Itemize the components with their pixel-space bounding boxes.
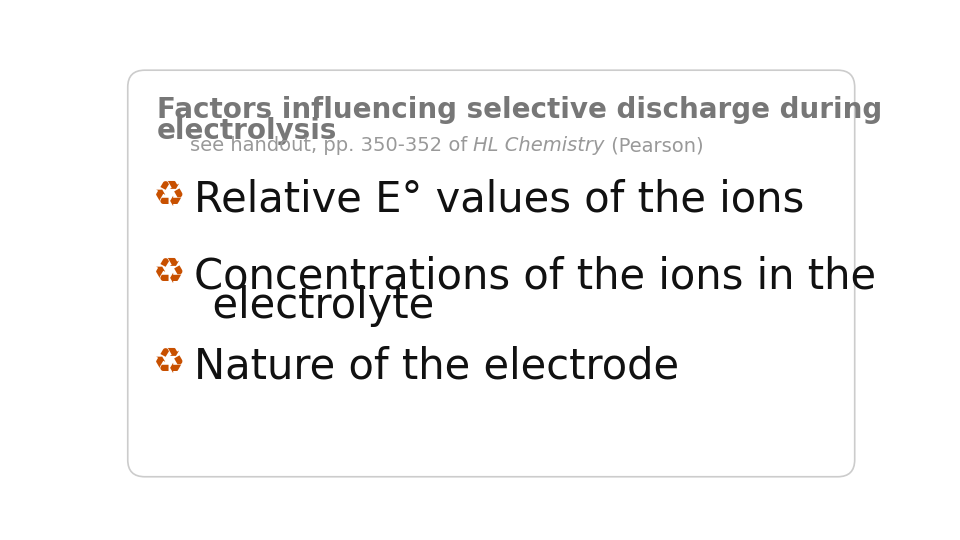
FancyBboxPatch shape	[128, 70, 854, 477]
Text: ♻: ♻	[153, 256, 185, 290]
Text: HL Chemistry: HL Chemistry	[473, 137, 605, 156]
Text: Nature of the electrode: Nature of the electrode	[194, 346, 679, 388]
Text: ♻: ♻	[153, 346, 185, 380]
Text: Relative E° values of the ions: Relative E° values of the ions	[194, 179, 804, 221]
Text: Concentrations of the ions in the: Concentrations of the ions in the	[194, 256, 876, 298]
Text: (Pearson): (Pearson)	[605, 137, 704, 156]
Text: see handout, pp. 350-352 of: see handout, pp. 350-352 of	[190, 137, 473, 156]
Text: electrolysis: electrolysis	[157, 117, 338, 145]
Text: Factors influencing selective discharge during: Factors influencing selective discharge …	[157, 96, 882, 124]
Text: electrolyte: electrolyte	[186, 285, 434, 327]
Text: ♻: ♻	[153, 179, 185, 213]
